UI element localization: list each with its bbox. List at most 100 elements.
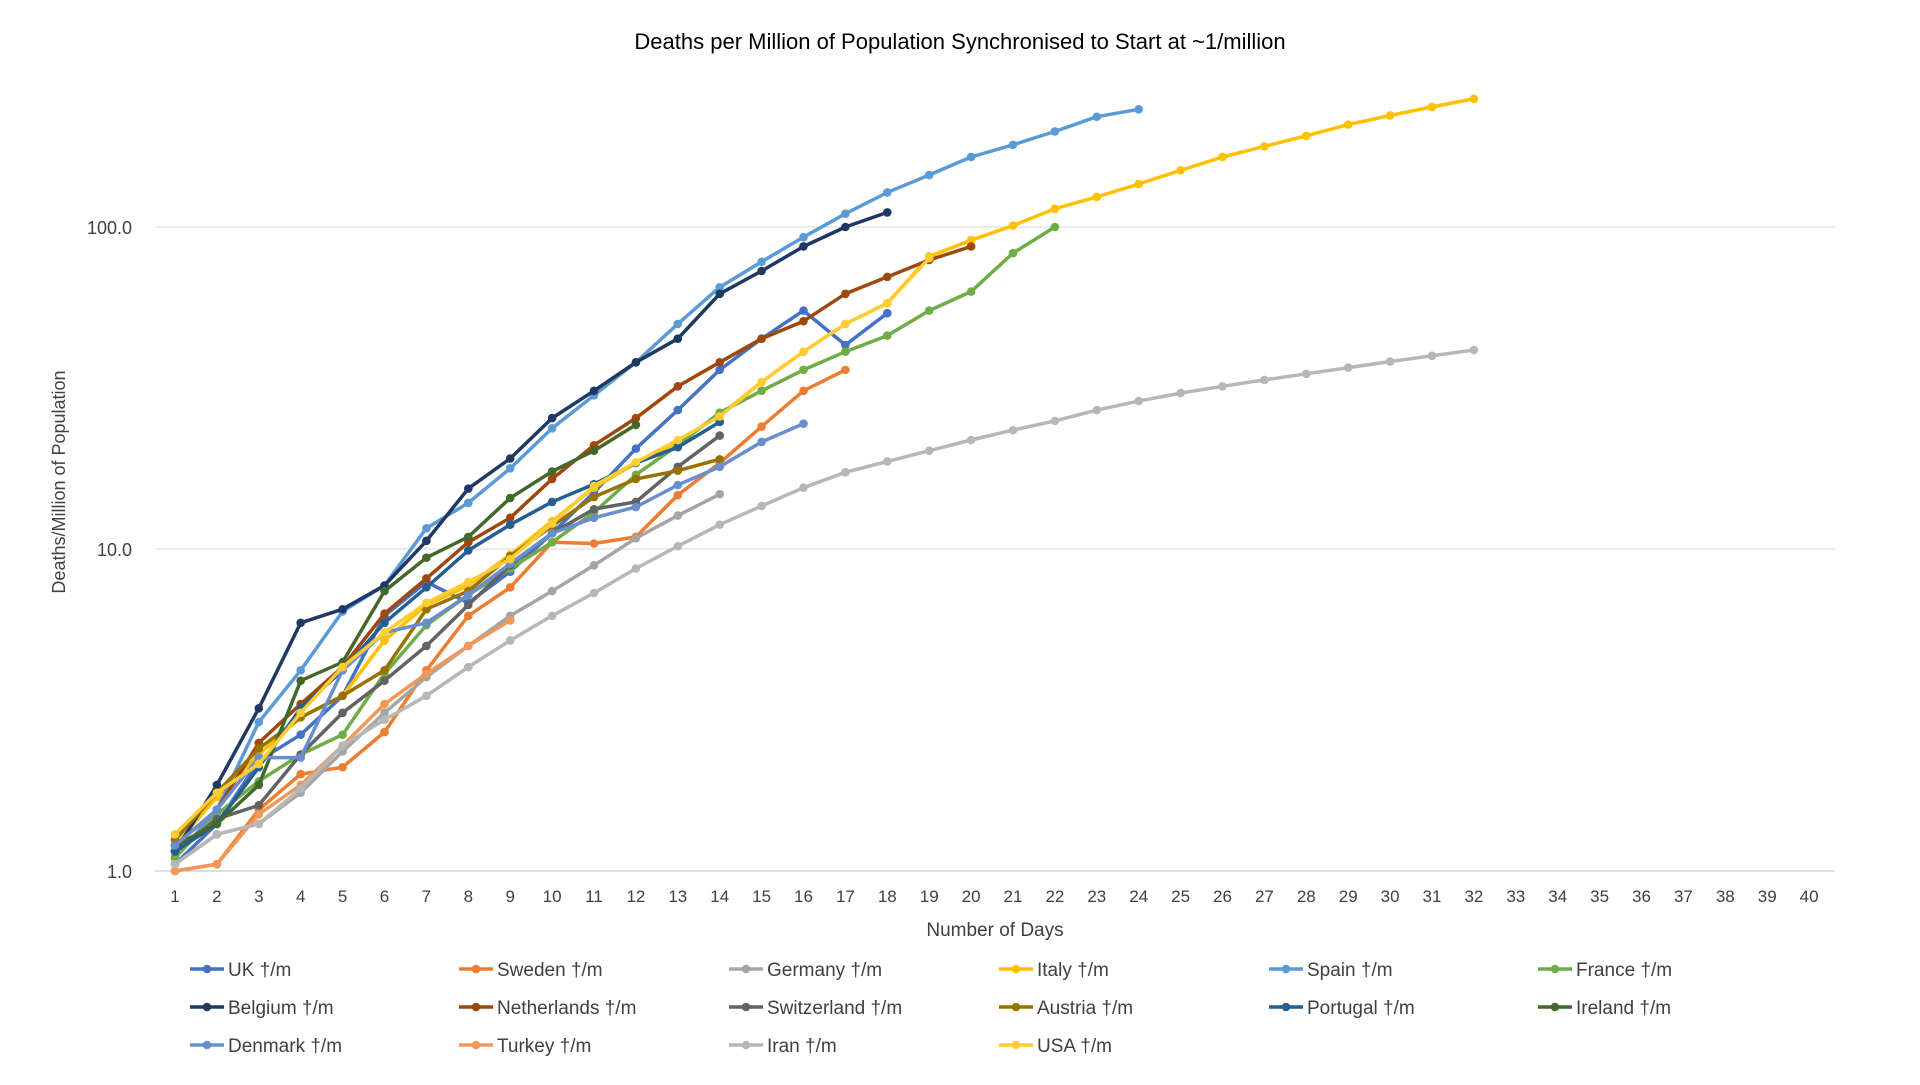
data-point-netherlands (799, 316, 808, 326)
data-point-ireland (589, 446, 599, 455)
legend-item-austria: Austria †/m (999, 998, 1133, 1019)
data-point-portugal (380, 618, 389, 628)
data-point-spain (254, 717, 264, 727)
data-point-netherlands (422, 574, 431, 583)
x-axis-label: Number of Days (926, 920, 1063, 941)
data-point-france (1050, 222, 1060, 232)
data-point-turkey (464, 641, 473, 651)
legend-marker (741, 1040, 751, 1050)
data-point-usa (757, 377, 766, 387)
data-point-usa (464, 577, 473, 587)
data-point-uk (841, 340, 850, 350)
data-point-iran (631, 564, 641, 573)
data-point-germany (589, 560, 599, 570)
data-point-france (966, 287, 976, 296)
legend-label: Belgium †/m (228, 998, 334, 1019)
data-point-portugal (547, 497, 557, 507)
data-point-france (547, 537, 557, 547)
data-point-germany (631, 533, 641, 543)
data-point-switzerland (422, 641, 431, 651)
data-point-netherlands (547, 474, 557, 484)
data-point-uk (883, 308, 892, 318)
data-point-iran (170, 859, 180, 869)
data-point-iran (505, 636, 515, 645)
x-tick-label: 1 (170, 887, 179, 906)
legend-marker (1281, 1002, 1291, 1012)
data-point-usa (380, 628, 389, 637)
x-tick-label: 9 (505, 887, 514, 906)
x-tick-label: 2 (212, 887, 221, 906)
data-point-austria (589, 492, 599, 502)
data-point-iran (1218, 382, 1227, 391)
data-point-sweden (799, 386, 808, 396)
x-tick-label: 39 (1758, 887, 1777, 906)
data-point-denmark (757, 437, 766, 447)
data-point-iran (1260, 375, 1269, 385)
x-tick-label: 29 (1339, 887, 1358, 906)
data-point-uk (631, 444, 641, 453)
legend-marker (741, 964, 751, 974)
data-point-iran (1092, 405, 1102, 415)
y-axis: 1.0 10.0 100.0 (87, 218, 132, 882)
data-point-belgium (212, 780, 222, 790)
data-point-usa (924, 253, 934, 263)
data-point-denmark (631, 502, 641, 512)
x-axis: 1 2 3 4 5 6 7 8 9 10 11 12 13 14 15 16 17 18 19 20 21 22 23 24 2… (170, 887, 1818, 906)
x-tick-label: 21 (1004, 887, 1023, 906)
data-point-austria (380, 666, 389, 675)
data-point-switzerland (254, 800, 264, 810)
data-point-netherlands (757, 334, 766, 343)
legend-marker (471, 1040, 481, 1050)
x-tick-label: 6 (380, 887, 389, 906)
data-point-france (883, 331, 892, 340)
data-point-netherlands (715, 358, 724, 367)
data-point-italy (1050, 204, 1060, 213)
data-point-iran (1427, 351, 1437, 361)
x-tick-label: 31 (1423, 887, 1442, 906)
data-point-sweden (673, 490, 683, 500)
series-line-denmark (173, 421, 806, 848)
x-tick-label: 36 (1632, 887, 1651, 906)
legend-label: USA †/m (1037, 1036, 1112, 1057)
data-point-iran (1134, 396, 1143, 406)
data-point-iran (380, 715, 389, 725)
data-point-usa (841, 319, 850, 329)
data-point-france (170, 853, 180, 862)
data-point-austria (254, 744, 264, 753)
legend-label: Iran †/m (767, 1036, 837, 1057)
data-point-sweden (380, 727, 389, 737)
data-point-italy (966, 235, 976, 245)
legend-label: Denmark †/m (228, 1036, 342, 1057)
x-tick-label: 23 (1087, 887, 1106, 906)
data-point-spain (799, 232, 808, 242)
x-tick-label: 35 (1590, 887, 1609, 906)
data-point-italy (1218, 152, 1227, 162)
legend-item-italy: Italy †/m (999, 960, 1109, 981)
data-point-denmark (212, 805, 222, 815)
data-point-belgium (757, 266, 766, 276)
legend-item-uk: UK †/m (190, 960, 291, 981)
data-point-ireland (380, 586, 389, 596)
data-point-switzerland (380, 676, 389, 685)
legend-label: Spain †/m (1307, 960, 1393, 981)
x-tick-label: 12 (626, 887, 645, 906)
data-point-spain (1008, 140, 1018, 150)
legend-item-denmark: Denmark †/m (190, 1036, 342, 1057)
x-tick-label: 10 (543, 887, 562, 906)
data-point-spain (924, 170, 934, 180)
data-point-italy (1385, 111, 1395, 120)
legend-marker (1550, 1002, 1560, 1012)
x-tick-label: 40 (1800, 887, 1819, 906)
data-point-denmark (464, 590, 473, 600)
x-tick-label: 24 (1129, 887, 1148, 906)
data-point-sweden (296, 769, 306, 779)
data-point-france (757, 386, 766, 396)
data-point-sweden (338, 762, 347, 772)
x-tick-label: 30 (1381, 887, 1400, 906)
data-point-iran (338, 741, 347, 750)
x-tick-label: 4 (296, 887, 305, 906)
data-point-usa (254, 759, 264, 769)
data-point-uk (715, 365, 724, 375)
legend-marker (471, 964, 481, 974)
data-point-iran (1385, 357, 1395, 366)
